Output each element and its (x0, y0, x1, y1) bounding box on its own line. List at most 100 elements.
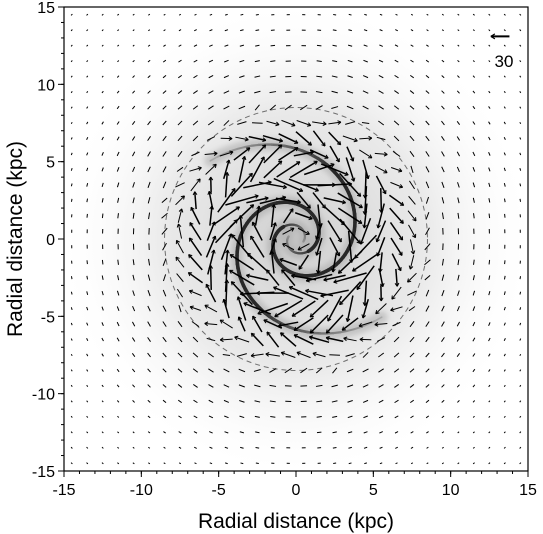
velocity-vector (503, 136, 506, 140)
velocity-vector (347, 431, 353, 434)
velocity-vector (379, 13, 383, 16)
velocity-vector (376, 136, 386, 141)
velocity-vector-head (197, 166, 202, 171)
velocity-vector (346, 368, 354, 373)
velocity-vector (101, 75, 104, 78)
velocity-vector (378, 59, 384, 63)
velocity-vector-head (192, 191, 198, 196)
velocity-vector (116, 136, 120, 141)
velocity-vector (457, 44, 460, 47)
velocity-vector (425, 289, 430, 297)
velocity-vector (441, 197, 445, 204)
velocity-vector (238, 156, 246, 183)
velocity-vector (101, 167, 104, 172)
velocity-vector (187, 271, 204, 284)
velocity-vector (86, 75, 89, 78)
velocity-vector (347, 90, 354, 94)
velocity-vector (345, 353, 355, 357)
velocity-vector (177, 105, 183, 110)
velocity-vector (70, 91, 73, 94)
velocity-vector (315, 105, 323, 110)
velocity-vector (425, 227, 430, 236)
velocity-vector-head (265, 352, 270, 357)
velocity-vector (364, 171, 367, 199)
velocity-vector (266, 269, 280, 286)
velocity-vector (101, 384, 104, 388)
velocity-vector-head (336, 141, 342, 146)
velocity-vector-head (278, 323, 283, 328)
velocity-vector (472, 400, 476, 403)
velocity-vector-head (225, 249, 230, 254)
velocity-vector (472, 321, 476, 327)
velocity-vector (254, 75, 261, 78)
velocity-vector (116, 384, 120, 388)
velocity-vector-head (263, 319, 268, 324)
velocity-vector (332, 431, 337, 434)
velocity-vector (132, 305, 136, 312)
velocity-vector (457, 462, 460, 465)
velocity-vector (246, 274, 269, 281)
velocity-vector (147, 368, 151, 373)
velocity-vector (253, 369, 261, 372)
velocity-vector (258, 181, 287, 189)
velocity-vector (162, 305, 167, 312)
velocity-vector (519, 446, 522, 449)
velocity-vector (425, 368, 430, 373)
velocity-vector-head (212, 235, 217, 240)
velocity-vector (519, 198, 522, 202)
velocity-vector (503, 384, 506, 387)
velocity-vector (255, 13, 259, 16)
x-tick-label: -15 (52, 482, 75, 499)
velocity-vector (323, 274, 346, 281)
velocity-vector (70, 183, 73, 187)
velocity-vector (364, 462, 368, 465)
velocity-vector (147, 105, 151, 110)
scale-arrow (490, 33, 510, 40)
velocity-vector (305, 273, 333, 282)
velocity-vector (409, 120, 415, 126)
velocity-vector (193, 415, 198, 419)
velocity-vector (519, 415, 522, 418)
velocity-vector (101, 462, 104, 465)
velocity-vector-head (297, 246, 302, 251)
velocity-vector (224, 44, 229, 47)
velocity-vector (457, 29, 460, 32)
velocity-vector (519, 91, 522, 94)
velocity-vector-head (239, 291, 244, 297)
velocity-vector-head (398, 168, 403, 173)
velocity-vector (270, 250, 275, 274)
velocity-vector (441, 305, 445, 312)
velocity-vector (282, 243, 295, 251)
velocity-vector (234, 336, 250, 343)
velocity-vector (275, 197, 301, 204)
velocity-vector (132, 13, 135, 16)
velocity-vector (296, 191, 311, 209)
velocity-vector-head (356, 192, 362, 197)
velocity-vector (147, 151, 151, 157)
velocity-vector (254, 205, 260, 226)
velocity-vector (377, 203, 385, 229)
velocity-vector (441, 90, 445, 94)
velocity-vector (328, 121, 341, 125)
velocity-vector (410, 44, 414, 47)
velocity-vector (254, 90, 261, 94)
velocity-vector-head (291, 312, 296, 317)
velocity-vector (117, 431, 120, 434)
velocity-vector (380, 188, 383, 213)
velocity-vector (192, 105, 199, 110)
velocity-vector (280, 332, 297, 347)
velocity-vector (177, 399, 183, 404)
velocity-vector (325, 336, 344, 343)
velocity-vector (269, 104, 277, 111)
velocity-vector-head (236, 296, 242, 301)
velocity-vector (70, 75, 73, 78)
velocity-vector (70, 137, 73, 140)
velocity-vector (86, 462, 89, 465)
velocity-vector (208, 384, 214, 388)
velocity-vector (297, 227, 310, 235)
velocity-vector (503, 121, 506, 125)
velocity-vector (503, 13, 506, 16)
velocity-vector (394, 74, 399, 79)
velocity-vector (379, 252, 383, 273)
velocity-vector (161, 227, 168, 235)
